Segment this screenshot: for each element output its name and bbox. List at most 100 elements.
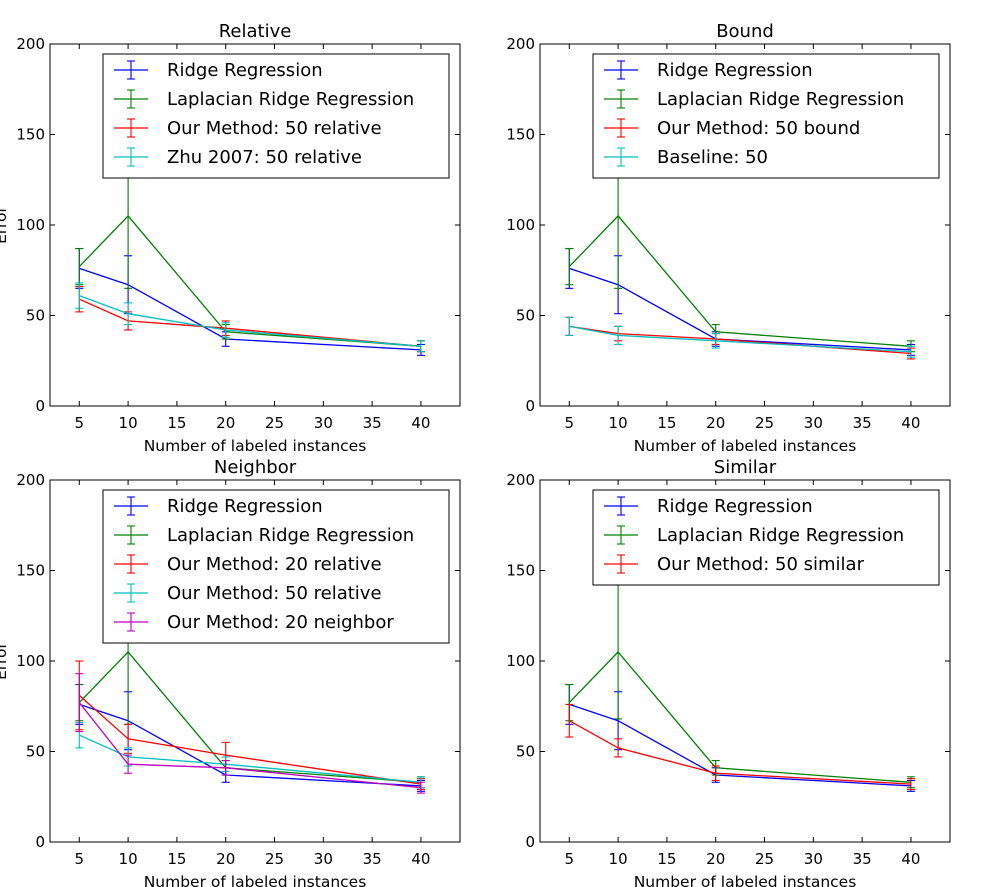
- x-tick-label: 5: [565, 414, 575, 432]
- y-tick-label: 200: [506, 35, 535, 53]
- series-group: [565, 584, 915, 792]
- chart-title: Similar: [714, 457, 777, 478]
- y-tick-label: 150: [506, 126, 535, 144]
- y-tick-label: 0: [35, 833, 45, 851]
- x-tick-label: 10: [609, 414, 628, 432]
- legend-item: Ridge Regression: [604, 60, 813, 81]
- chart-panel-3: Neighbor 5 10 15 20 25 30 35 40 0 50 100 150 200 Numbe…: [0, 457, 461, 887]
- legend-box: [592, 489, 940, 586]
- legend: Ridge Regression Laplacian Ridge Regressi…: [592, 53, 940, 179]
- legend-label: Laplacian Ridge Regression: [167, 525, 414, 546]
- x-tick-label: 15: [657, 850, 676, 868]
- x-axis-label: Number of labeled instances: [634, 437, 857, 455]
- y-tick-label: 100: [16, 216, 45, 234]
- x-tick-label: 15: [167, 414, 186, 432]
- series-line: [568, 720, 912, 785]
- y-tick-label: 200: [16, 35, 45, 53]
- legend-item: Our Method: 50 relative: [114, 583, 382, 604]
- y-tick-label: 0: [35, 397, 45, 415]
- x-tick-label: 40: [901, 850, 920, 868]
- legend-item: Laplacian Ridge Regression: [604, 525, 904, 546]
- legend-item: Our Method: 50 relative: [114, 118, 382, 139]
- legend-item: Ridge Regression: [114, 496, 323, 517]
- series-line: [569, 325, 912, 353]
- x-axis-label: Number of labeled instances: [634, 873, 857, 887]
- y-tick-label: 100: [506, 216, 535, 234]
- y-tick-label: 50: [26, 743, 45, 761]
- chart-panel-2: Bound 5 10 15 20 25 30 35 40 0 50 100 150 200 Number o…: [506, 21, 951, 455]
- x-tick-label: 30: [804, 414, 823, 432]
- legend-label: Laplacian Ridge Regression: [657, 89, 904, 110]
- series-line: [78, 651, 422, 783]
- legend-label: Our Method: 20 relative: [167, 554, 382, 575]
- y-tick-label: 150: [506, 562, 535, 580]
- series-group: [565, 143, 915, 360]
- x-tick-label: 20: [216, 850, 235, 868]
- legend-item: Ridge Regression: [604, 496, 813, 517]
- x-tick-label: 15: [657, 414, 676, 432]
- x-tick-label: 40: [901, 414, 920, 432]
- y-tick-label: 50: [26, 307, 45, 325]
- series-4: [565, 316, 915, 358]
- chart-title: Relative: [219, 21, 292, 42]
- x-tick-label: 20: [706, 850, 725, 868]
- legend-item: Our Method: 50 similar: [604, 554, 865, 575]
- y-tick-label: 150: [16, 126, 45, 144]
- y-tick-label: 100: [16, 652, 45, 670]
- legend: Ridge Regression Laplacian Ridge Regressi…: [102, 489, 450, 644]
- x-tick-label: 25: [265, 850, 284, 868]
- legend-label: Our Method: 50 bound: [657, 118, 860, 139]
- x-tick-label: 15: [167, 850, 186, 868]
- chart-panel-4: Similar 5 10 15 20 25 30 35 40 0 50 100 150 200 Number…: [506, 457, 951, 887]
- legend-label: Our Method: 20 neighbor: [167, 612, 394, 633]
- x-tick-label: 25: [755, 414, 774, 432]
- x-tick-label: 35: [363, 850, 382, 868]
- x-tick-label: 30: [804, 850, 823, 868]
- legend-item: Our Method: 20 relative: [114, 554, 382, 575]
- series-line: [78, 694, 422, 785]
- legend-label: Ridge Regression: [167, 496, 323, 517]
- x-axis-label: Number of labeled instances: [144, 873, 367, 887]
- chart-panel-1: Relative 5 10 15 20 25 30 35 40 0 50 100 150 200 Numbe…: [0, 21, 461, 455]
- series-line: [569, 267, 912, 351]
- x-tick-label: 40: [411, 850, 430, 868]
- legend-box: [592, 53, 940, 179]
- x-tick-label: 10: [119, 850, 138, 868]
- series-line: [78, 702, 422, 789]
- series-line: [568, 214, 912, 347]
- series-5: [75, 673, 425, 794]
- y-axis-label: Error: [0, 641, 10, 679]
- x-tick-label: 20: [216, 414, 235, 432]
- legend-label: Baseline: 50: [657, 147, 768, 168]
- legend-item: Laplacian Ridge Regression: [114, 89, 414, 110]
- series-line: [79, 734, 422, 783]
- y-tick-label: 200: [506, 471, 535, 489]
- legend-box: [102, 489, 450, 644]
- x-tick-label: 35: [363, 414, 382, 432]
- legend-item: Ridge Regression: [114, 60, 323, 81]
- y-tick-label: 100: [506, 652, 535, 670]
- legend-label: Our Method: 50 relative: [167, 583, 382, 604]
- x-tick-label: 25: [755, 850, 774, 868]
- legend-label: Laplacian Ridge Regression: [657, 525, 904, 546]
- legend-label: Our Method: 50 relative: [167, 118, 382, 139]
- legend-item: Baseline: 50: [604, 147, 768, 168]
- x-axis-label: Number of labeled instances: [144, 437, 367, 455]
- series-3: [565, 703, 915, 791]
- legend: Ridge Regression Laplacian Ridge Regressi…: [102, 53, 450, 179]
- series-group: [75, 578, 425, 794]
- series-line: [79, 267, 422, 351]
- series-line: [568, 651, 912, 783]
- legend-box: [102, 53, 450, 179]
- x-tick-label: 35: [853, 414, 872, 432]
- x-tick-label: 40: [411, 414, 430, 432]
- y-tick-label: 50: [516, 743, 535, 761]
- y-tick-label: 0: [525, 397, 535, 415]
- legend-label: Ridge Regression: [657, 60, 813, 81]
- legend-item: Laplacian Ridge Regression: [604, 89, 904, 110]
- series-line: [79, 294, 422, 347]
- chart-title: Neighbor: [214, 457, 297, 478]
- legend-label: Zhu 2007: 50 relative: [167, 147, 362, 168]
- x-tick-label: 35: [853, 850, 872, 868]
